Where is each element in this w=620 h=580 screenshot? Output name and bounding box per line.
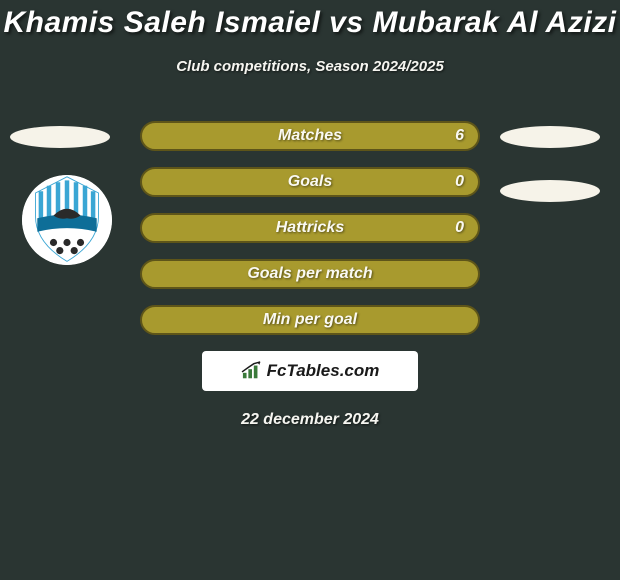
stat-row: Goals 0 — [140, 167, 480, 197]
stat-label: Min per goal — [263, 311, 357, 329]
snapshot-date: 22 december 2024 — [0, 411, 620, 429]
stat-row: Matches 6 — [140, 121, 480, 151]
player-right-marker-1 — [500, 126, 600, 148]
player-left-marker — [10, 126, 110, 148]
player-right-marker-2 — [500, 180, 600, 202]
stat-row: Hattricks 0 — [140, 213, 480, 243]
stat-row: Goals per match — [140, 259, 480, 289]
stat-value: 6 — [455, 127, 464, 145]
bar-chart-icon — [241, 361, 263, 381]
club-logo-icon — [22, 175, 112, 265]
stat-label: Matches — [278, 127, 342, 145]
watermark-badge: FcTables.com — [202, 351, 418, 391]
stat-row: Min per goal — [140, 305, 480, 335]
stat-value: 0 — [455, 173, 464, 191]
stat-value: 0 — [455, 219, 464, 237]
stat-label: Hattricks — [276, 219, 344, 237]
comparison-title: Khamis Saleh Ismaiel vs Mubarak Al Azizi — [0, 0, 620, 40]
stat-label: Goals — [288, 173, 332, 191]
season-subtitle: Club competitions, Season 2024/2025 — [0, 58, 620, 75]
club-logo-badge — [22, 175, 112, 265]
stat-label: Goals per match — [247, 265, 372, 283]
watermark-text: FcTables.com — [267, 361, 380, 381]
